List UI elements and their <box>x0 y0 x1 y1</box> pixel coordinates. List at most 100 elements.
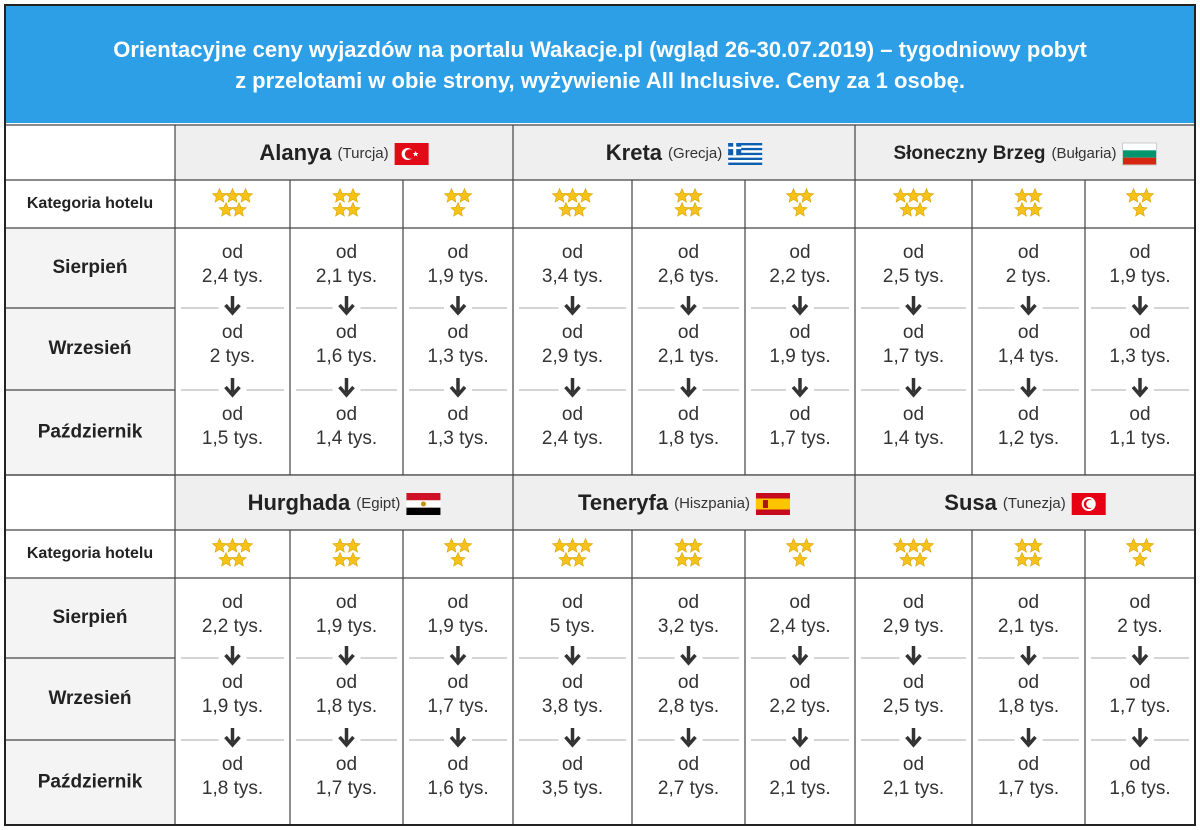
price: 3,4 tys. <box>542 266 603 287</box>
star <box>687 187 703 203</box>
month-label: Sierpień <box>53 257 128 278</box>
header-bg <box>5 5 1195 123</box>
category-label: Kategoria hotelu <box>27 195 153 212</box>
month-label-bg <box>5 390 175 475</box>
flag-part <box>762 500 768 508</box>
month-label: Sierpień <box>53 607 128 628</box>
price: 2,9 tys. <box>542 346 603 367</box>
stars <box>443 537 473 567</box>
price: 2,1 tys. <box>769 778 830 799</box>
price-prefix: od <box>789 242 810 263</box>
price-prefix: od <box>789 754 810 775</box>
star <box>456 537 473 553</box>
destination-header-bg <box>175 125 1195 180</box>
price: 1,9 tys. <box>202 696 263 717</box>
title-line: Orientacyjne ceny wyjazdów na portalu Wa… <box>113 37 1087 62</box>
star <box>211 537 228 553</box>
arrow-head <box>791 735 809 748</box>
flag-part <box>1086 500 1095 508</box>
star <box>443 537 460 553</box>
star <box>218 551 234 567</box>
star <box>443 187 460 203</box>
price: 2,4 tys. <box>542 428 603 449</box>
arrow-head <box>905 653 922 666</box>
price: 2 tys. <box>1117 616 1162 637</box>
arrow-head <box>449 653 467 666</box>
price-prefix: od <box>789 592 810 613</box>
star <box>899 551 915 567</box>
price: 3,8 tys. <box>542 696 603 717</box>
price: 2,4 tys. <box>769 616 830 637</box>
price: 1,8 tys. <box>202 778 263 799</box>
destination-title: Teneryfa (Hiszpania) <box>578 490 750 515</box>
star <box>231 551 247 567</box>
price-prefix: od <box>903 322 924 343</box>
star <box>792 551 808 567</box>
price-prefix: od <box>336 322 357 343</box>
arrow-head <box>224 385 241 398</box>
price: 1,9 tys. <box>427 616 488 637</box>
price-prefix: od <box>903 754 924 775</box>
star <box>798 187 815 203</box>
star <box>1132 551 1148 567</box>
price: 2,2 tys. <box>202 616 263 637</box>
price-prefix: od <box>447 404 468 425</box>
price: 5 tys. <box>550 616 595 637</box>
price-prefix: od <box>336 592 357 613</box>
star <box>912 201 928 217</box>
destination-name: Słoneczny Brzeg <box>893 143 1045 164</box>
price-prefix: od <box>789 672 810 693</box>
star <box>785 187 802 203</box>
price-prefix: od <box>1018 754 1039 775</box>
price: 1,7 tys. <box>883 346 944 367</box>
price: 1,8 tys. <box>658 428 719 449</box>
flag-part <box>406 493 441 501</box>
star <box>237 187 254 203</box>
price-prefix: od <box>562 242 583 263</box>
star <box>1125 187 1142 203</box>
star <box>345 551 361 567</box>
star <box>211 187 228 203</box>
flag-part <box>1122 142 1158 166</box>
arrow-head <box>338 303 355 316</box>
arrow-head <box>564 735 581 748</box>
arrow-head <box>791 385 809 398</box>
star <box>237 537 254 553</box>
star <box>577 187 594 203</box>
star <box>1027 187 1043 203</box>
star <box>571 551 587 567</box>
arrow-head <box>680 303 697 316</box>
month-label: Październik <box>38 422 143 443</box>
flag-part <box>728 155 763 158</box>
price-prefix: od <box>447 242 468 263</box>
flag-part <box>728 147 763 151</box>
month-label: Wrzesień <box>48 338 131 359</box>
arrow-head <box>791 303 809 316</box>
price-prefix: od <box>336 404 357 425</box>
price-prefix: od <box>562 322 583 343</box>
arrow-head <box>680 735 697 748</box>
price: 1,7 tys. <box>427 696 488 717</box>
price-prefix: od <box>678 242 699 263</box>
price: 1,5 tys. <box>202 428 263 449</box>
destination-title: Hurghada (Egipt) <box>248 490 401 515</box>
price: 2,5 tys. <box>883 266 944 287</box>
flag-part <box>412 151 419 157</box>
price-prefix: od <box>1129 592 1150 613</box>
arrow-head <box>224 303 241 316</box>
price-prefix: od <box>1018 322 1039 343</box>
star <box>558 551 574 567</box>
price: 1,4 tys. <box>316 428 377 449</box>
price: 1,7 tys. <box>316 778 377 799</box>
price: 1,6 tys. <box>316 346 377 367</box>
price: 1,3 tys. <box>1109 346 1170 367</box>
destination-title: Kreta (Grecja) <box>606 140 722 165</box>
price: 1,9 tys. <box>1109 266 1170 287</box>
month-label-bg <box>5 740 175 825</box>
star <box>918 187 935 203</box>
stars <box>332 537 361 567</box>
flag-part <box>755 498 790 510</box>
star <box>785 537 802 553</box>
destination-title: Alanya (Turcja) <box>259 140 388 165</box>
